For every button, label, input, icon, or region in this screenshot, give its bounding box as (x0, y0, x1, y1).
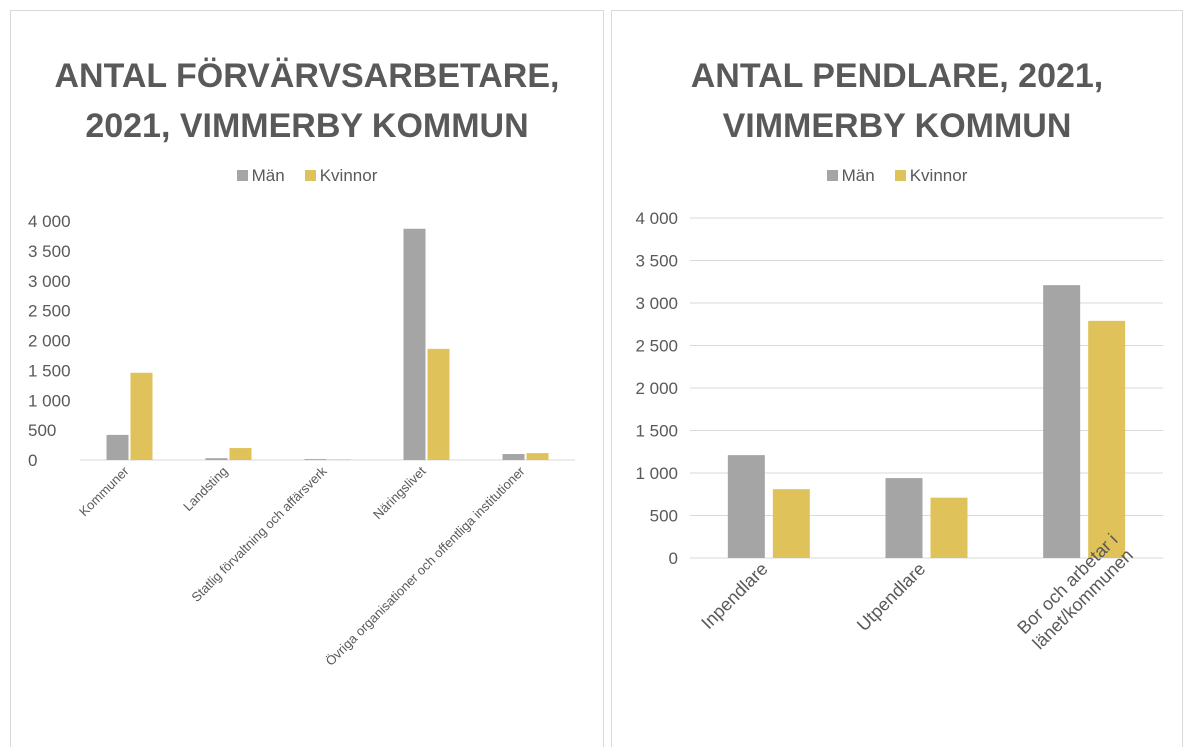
legend-label: Kvinnor (909, 166, 968, 185)
y-tick-label: 2 000 (28, 332, 71, 351)
legend-item: Kvinnor (304, 166, 378, 186)
y-tick-label: 1 000 (635, 464, 678, 483)
legend-swatch (236, 170, 248, 181)
y-tick-label: 0 (28, 451, 37, 470)
bar (427, 348, 450, 460)
chart-title: ANTAL FÖRVÄRVSARBETARE, 2021, VIMMERBY K… (54, 57, 560, 145)
bar (304, 459, 327, 460)
y-tick-label: 1 500 (635, 422, 678, 441)
bar (106, 434, 129, 460)
bar (403, 228, 426, 460)
legend: Män Kvinnor (11, 166, 603, 186)
y-tick-label: 2 500 (28, 302, 71, 321)
legend-label: Män (841, 166, 875, 185)
y-tick-label: 2 500 (635, 337, 678, 356)
bar (130, 372, 153, 460)
x-tick-label: Utpendlare (853, 559, 929, 635)
legend: Män Kvinnor (612, 166, 1182, 186)
bar (526, 453, 549, 460)
bar (502, 454, 525, 460)
bar (229, 448, 252, 460)
y-tick-label: 2 000 (635, 379, 678, 398)
x-tick-label: Inpendlare (697, 559, 771, 633)
chart-panel: ANTAL PENDLARE, 2021, VIMMERBY KOMMUN Män… (611, 10, 1183, 747)
y-tick-label: 4 000 (28, 212, 71, 231)
bar (885, 478, 923, 558)
y-tick-label: 3 000 (635, 294, 678, 313)
legend-item: Kvinnor (894, 166, 968, 186)
y-tick-label: 500 (650, 507, 678, 526)
chart-title: ANTAL PENDLARE, 2021, VIMMERBY KOMMUN (690, 57, 1104, 145)
y-tick-label: 3 500 (635, 252, 678, 271)
y-tick-label: 500 (28, 421, 56, 440)
y-tick-label: 4 000 (635, 209, 678, 228)
legend-item: Män (826, 166, 875, 186)
bar (727, 455, 765, 558)
legend-label: Kvinnor (319, 166, 378, 185)
bar (772, 489, 810, 558)
x-tick-label: Övriga organisationer och offentliga ins… (322, 463, 528, 669)
bar (930, 497, 968, 558)
y-tick-label: 1 500 (28, 361, 71, 380)
legend-swatch (894, 170, 906, 181)
bar (1043, 285, 1081, 558)
chart-panel: ANTAL FÖRVÄRVSARBETARE, 2021, VIMMERBY K… (10, 10, 604, 747)
legend-swatch (304, 170, 316, 181)
legend-swatch (826, 170, 838, 181)
y-tick-label: 3 500 (28, 242, 71, 261)
legend-label: Män (251, 166, 285, 185)
x-tick-label: Kommuner (76, 463, 132, 519)
bar (1088, 320, 1126, 558)
y-tick-label: 0 (669, 549, 678, 568)
y-tick-label: 3 000 (28, 272, 71, 291)
x-tick-label: Landsting (180, 464, 230, 514)
legend-item: Män (236, 166, 285, 186)
bar (205, 458, 228, 460)
x-tick-label: Näringslivet (370, 463, 429, 522)
bar (328, 459, 351, 460)
y-tick-label: 1 000 (28, 391, 71, 410)
